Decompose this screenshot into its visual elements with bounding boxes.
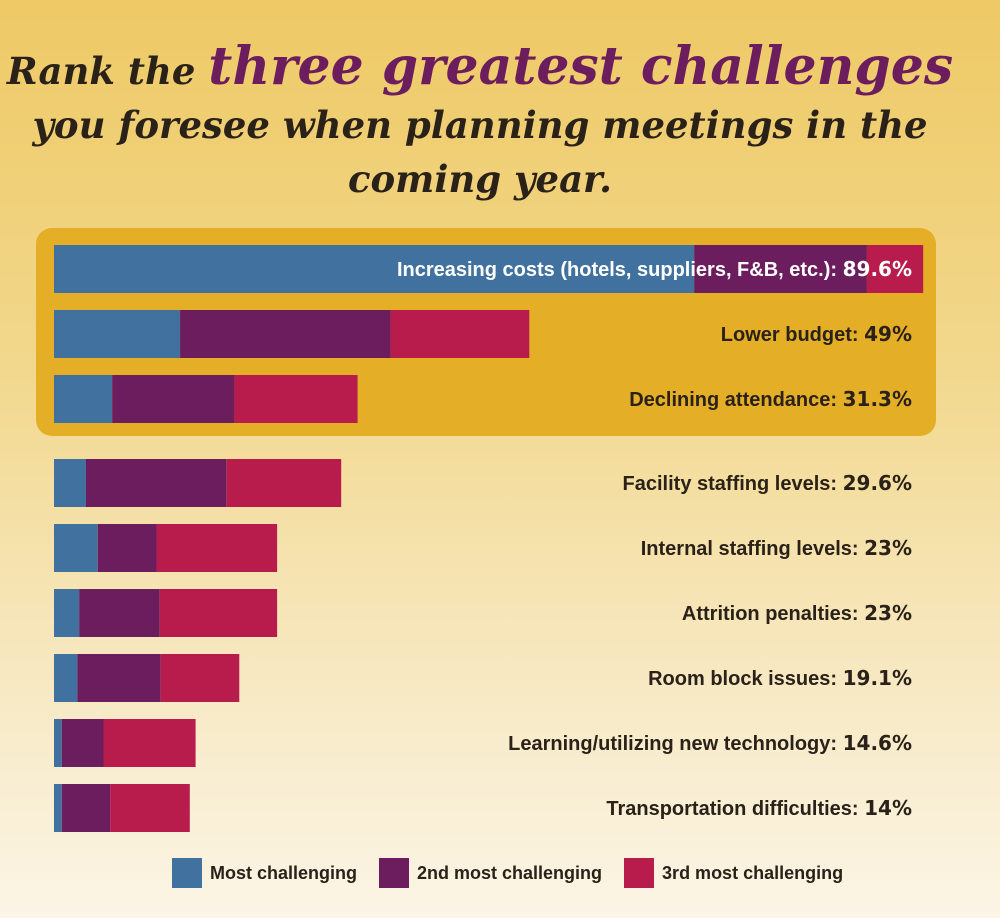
bar-segment-third-6: [160, 654, 240, 702]
total-value-label: 49%: [864, 322, 912, 346]
category-label: Attrition penalties:: [681, 603, 865, 625]
bar-segment-third-4: [156, 524, 278, 572]
bar-segment-most-2: [54, 375, 113, 423]
legend-label-second: 2nd most challenging: [417, 862, 603, 883]
bar-segment-second-4: [97, 524, 157, 572]
bar-segment-most-5: [54, 589, 80, 637]
legend-swatch-second: [379, 858, 410, 888]
legend: Most challenging 2nd most challenging 3r…: [172, 857, 843, 889]
bar-segment-third-7: [103, 719, 196, 767]
bar-segment-second-1: [180, 310, 391, 358]
total-value-label: 31.3%: [842, 387, 912, 411]
legend-item-third: 3rd most challenging: [624, 858, 843, 888]
bar-segment-third-0: [866, 245, 924, 293]
bar-segment-second-7: [61, 719, 104, 767]
bar-segment-most-7: [54, 719, 62, 767]
legend-item-most: Most challenging: [172, 858, 357, 888]
category-label: Transportation difficulties:: [606, 798, 865, 820]
legend-item-second: 2nd most challenging: [379, 858, 602, 888]
legend-label-most: Most challenging: [210, 862, 358, 883]
title-accent: three greatest challenges: [208, 36, 954, 97]
bar-segment-second-0: [694, 245, 867, 293]
category-label: Lower budget:: [720, 324, 865, 346]
bar-segment-third-2: [234, 375, 358, 423]
bar-segment-second-6: [77, 654, 161, 702]
title-line-2: you foresee when planning meetings in th…: [32, 103, 928, 147]
bar-label-0: Increasing costs (hotels, suppliers, F&B…: [397, 245, 912, 293]
bar-segment-third-8: [110, 784, 190, 832]
total-value-label: 29.6%: [842, 471, 912, 495]
category-label: Learning/utilizing new technology:: [508, 733, 843, 755]
title-prefix: Rank the: [6, 49, 196, 93]
title-line-3: coming year.: [347, 157, 613, 201]
title-line-1: Rank the three greatest challenges: [0, 40, 960, 98]
bar-segment-second-2: [112, 375, 235, 423]
total-value-label: 23%: [864, 536, 912, 560]
bar-label-8: Transportation difficulties: 14%: [606, 784, 912, 832]
legend-swatch-most: [172, 858, 202, 888]
category-label: Increasing costs (hotels, suppliers, F&B…: [396, 259, 843, 281]
bar-label-6: Room block issues: 19.1%: [648, 654, 912, 702]
bar-label-1: Lower budget: 49%: [721, 310, 912, 358]
total-value-label: 14.6%: [842, 731, 912, 755]
total-value-label: 14%: [864, 796, 912, 820]
bar-segment-most-8: [54, 784, 62, 832]
bar-segment-most-3: [54, 459, 86, 507]
category-label: Facility staffing levels:: [622, 473, 843, 495]
category-label: Room block issues:: [648, 668, 843, 690]
bar-label-3: Facility staffing levels: 29.6%: [623, 459, 912, 507]
bar-segment-most-6: [54, 654, 78, 702]
total-value-label: 19.1%: [842, 666, 912, 690]
bar-segment-second-3: [86, 459, 227, 507]
category-label: Declining attendance:: [629, 389, 843, 411]
bar-segment-third-3: [226, 459, 342, 507]
bar-segment-third-1: [390, 310, 530, 358]
legend-swatch-third: [624, 858, 655, 888]
bar-segment-most-0: [54, 245, 695, 293]
bar-label-2: Declining attendance: 31.3%: [629, 375, 912, 423]
legend-label-third: 3rd most challenging: [662, 862, 844, 883]
total-value-label: 23%: [864, 601, 912, 625]
bar-segment-second-5: [79, 589, 160, 637]
chart-title: Rank the three greatest challenges you f…: [0, 40, 960, 206]
bar-label-5: Attrition penalties: 23%: [682, 589, 912, 637]
bar-label-7: Learning/utilizing new technology: 14.6%: [508, 719, 912, 767]
bar-segment-second-8: [61, 784, 111, 832]
bar-segment-most-1: [54, 310, 181, 358]
bar-segment-third-5: [159, 589, 278, 637]
total-value-label: 89.6%: [842, 257, 912, 281]
category-label: Internal staffing levels:: [640, 538, 865, 560]
bar-segment-most-4: [54, 524, 98, 572]
bar-label-4: Internal staffing levels: 23%: [641, 524, 912, 572]
